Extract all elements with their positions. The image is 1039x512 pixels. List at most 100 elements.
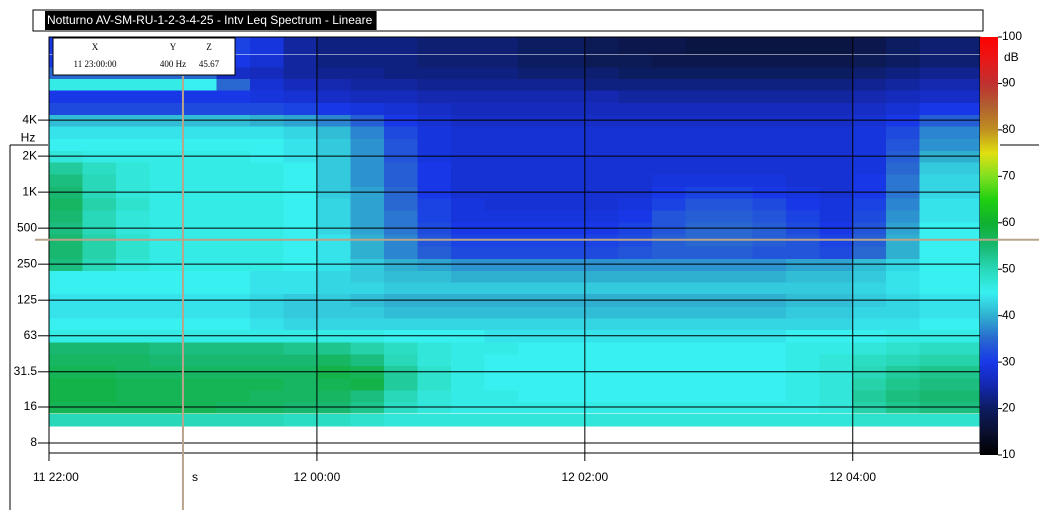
heatmap-cell bbox=[584, 197, 619, 211]
heatmap-cell bbox=[216, 341, 251, 355]
heatmap-cell bbox=[182, 126, 218, 140]
heatmap-cell bbox=[551, 353, 586, 366]
heatmap-cell bbox=[785, 317, 820, 330]
heatmap-cell bbox=[752, 90, 787, 104]
heatmap-cell bbox=[852, 174, 887, 188]
heatmap-cell bbox=[953, 126, 980, 140]
colorbar-tick-label: 40 bbox=[1002, 308, 1016, 322]
heatmap-cell bbox=[82, 246, 117, 259]
heatmap-cell bbox=[417, 317, 452, 330]
heatmap-cell bbox=[919, 197, 954, 211]
heatmap-cell bbox=[82, 389, 117, 402]
heatmap-cell bbox=[685, 317, 720, 330]
heatmap-cell bbox=[852, 341, 887, 355]
heatmap-cell bbox=[216, 126, 251, 140]
heatmap-cell bbox=[718, 42, 753, 55]
heatmap-cell bbox=[819, 389, 854, 402]
heatmap-cell bbox=[517, 305, 552, 319]
heatmap-cell bbox=[49, 90, 84, 104]
heatmap-cell bbox=[249, 281, 285, 294]
heatmap-cell bbox=[417, 174, 452, 188]
heatmap bbox=[49, 37, 980, 427]
heatmap-cell bbox=[115, 78, 151, 91]
heatmap-cell bbox=[383, 90, 418, 104]
heatmap-cell bbox=[115, 305, 151, 319]
heatmap-cell bbox=[785, 341, 820, 355]
heatmap-cell bbox=[417, 102, 452, 116]
heatmap-cell bbox=[852, 413, 887, 427]
heatmap-cell bbox=[316, 54, 352, 68]
heatmap-cell bbox=[651, 78, 686, 91]
heatmap-cell bbox=[685, 246, 720, 259]
heatmap-cell bbox=[182, 78, 218, 91]
heatmap-cell bbox=[852, 126, 887, 140]
heatmap-cell bbox=[417, 341, 452, 355]
heatmap-cell bbox=[450, 174, 485, 188]
heatmap-cell bbox=[49, 389, 84, 402]
heatmap-cell bbox=[383, 197, 418, 211]
heatmap-cell bbox=[618, 269, 653, 283]
heatmap-cell bbox=[283, 37, 318, 44]
readout-header: X bbox=[92, 42, 99, 52]
heatmap-cell bbox=[383, 102, 418, 116]
heatmap-cell bbox=[484, 389, 519, 402]
heatmap-cell bbox=[417, 37, 452, 44]
heatmap-cell bbox=[115, 126, 151, 140]
heatmap-cell bbox=[953, 54, 980, 68]
heatmap-cell bbox=[417, 197, 452, 211]
colorbar-tick-label: 30 bbox=[1002, 354, 1016, 368]
heatmap-cell bbox=[182, 341, 218, 355]
x-tick-label: 12 00:00 bbox=[294, 470, 341, 484]
heatmap-cell bbox=[383, 138, 418, 152]
heatmap-cell bbox=[484, 377, 519, 391]
heatmap-cell bbox=[283, 210, 318, 223]
heatmap-cell bbox=[651, 37, 686, 44]
heatmap-cell bbox=[316, 246, 352, 259]
heatmap-cell bbox=[417, 78, 452, 91]
heatmap-cell bbox=[383, 246, 418, 259]
heatmap-cell bbox=[785, 269, 820, 283]
colorbar-tick-label: 70 bbox=[1002, 169, 1016, 183]
heatmap-cell bbox=[283, 90, 318, 104]
heatmap-cell bbox=[350, 353, 385, 366]
y-tick-label: 31.5 bbox=[14, 364, 38, 378]
heatmap-cell bbox=[149, 389, 184, 402]
heatmap-cell bbox=[517, 197, 552, 211]
heatmap-cell bbox=[651, 161, 686, 175]
heatmap-cell bbox=[417, 126, 452, 140]
heatmap-cell bbox=[852, 210, 887, 223]
heatmap-cell bbox=[551, 269, 586, 283]
heatmap-cell bbox=[819, 174, 854, 188]
heatmap-cell bbox=[685, 126, 720, 140]
heatmap-cell bbox=[752, 161, 787, 175]
heatmap-cell bbox=[819, 305, 854, 319]
heatmap-cell bbox=[82, 281, 117, 294]
colorbar-tick-label: 80 bbox=[1002, 122, 1016, 136]
heatmap-cell bbox=[752, 341, 787, 355]
heatmap-cell bbox=[316, 210, 352, 223]
heatmap-cell bbox=[115, 389, 151, 402]
heatmap-cell bbox=[182, 305, 218, 319]
heatmap-cell bbox=[149, 90, 184, 104]
heatmap-cell bbox=[249, 37, 285, 44]
heatmap-cell bbox=[852, 37, 887, 44]
y-tick-label: 1K bbox=[22, 184, 37, 198]
heatmap-cell bbox=[517, 389, 552, 402]
heatmap-cell bbox=[785, 377, 820, 391]
heatmap-cell bbox=[618, 246, 653, 259]
heatmap-cell bbox=[852, 78, 887, 91]
heatmap-cell bbox=[551, 174, 586, 188]
heatmap-cell bbox=[517, 90, 552, 104]
heatmap-cell bbox=[149, 174, 184, 188]
heatmap-cell bbox=[651, 66, 686, 80]
heatmap-cell bbox=[584, 42, 619, 55]
heatmap-cell bbox=[316, 305, 352, 319]
heatmap-cell bbox=[283, 389, 318, 402]
heatmap-cell bbox=[450, 66, 485, 80]
heatmap-cell bbox=[886, 37, 921, 44]
heatmap-cell bbox=[82, 78, 117, 91]
heatmap-cell bbox=[785, 37, 820, 44]
heatmap-cell bbox=[49, 341, 84, 355]
heatmap-cell bbox=[551, 413, 586, 427]
heatmap-cell bbox=[115, 341, 151, 355]
